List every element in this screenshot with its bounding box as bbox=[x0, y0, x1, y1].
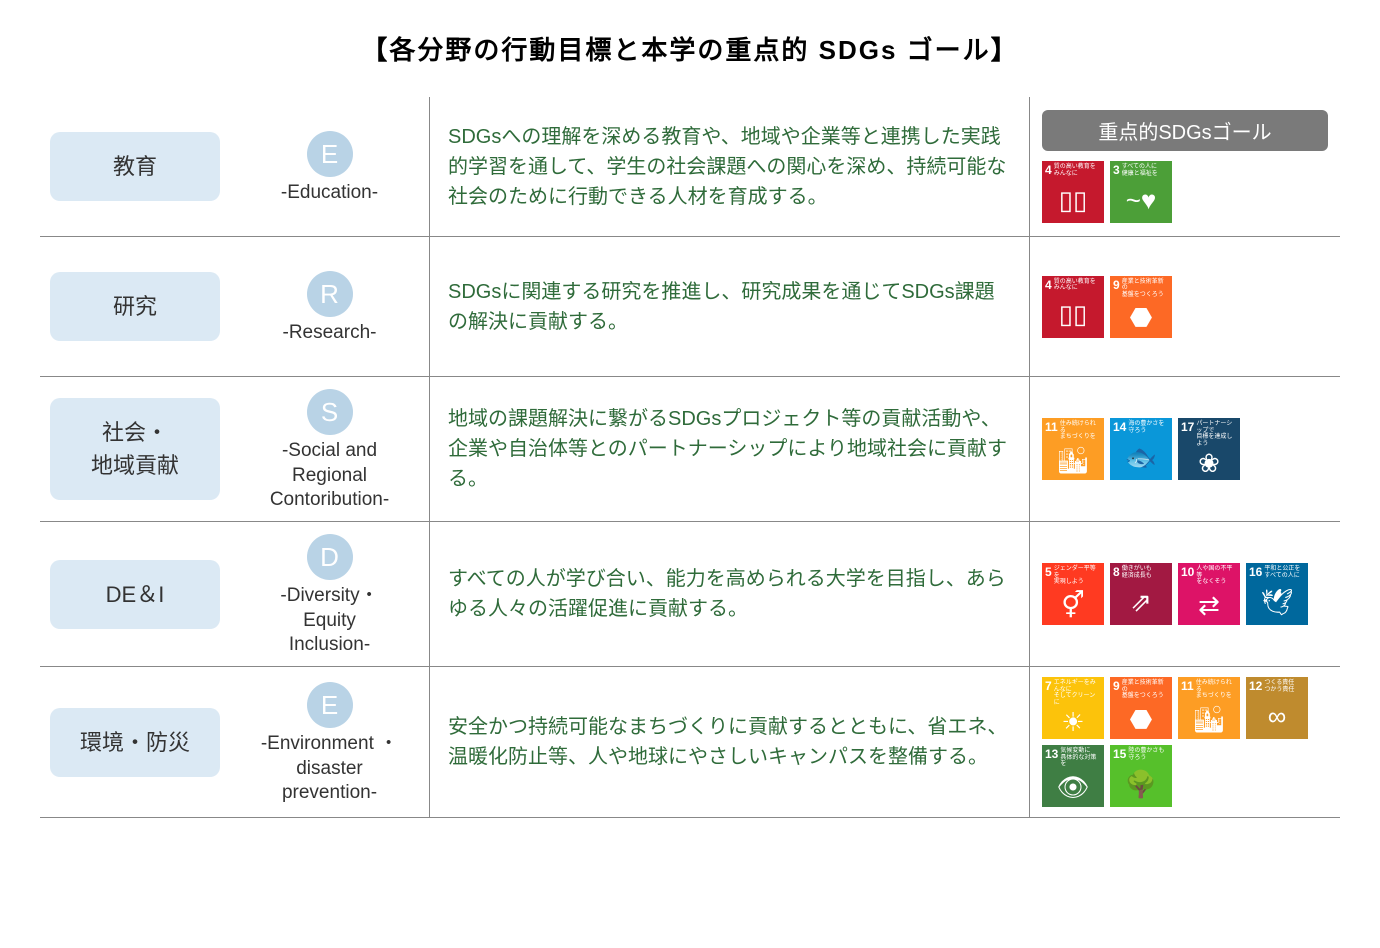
sdg-11-icon: 11住み続けられるまちづくりを 🏙 bbox=[1042, 418, 1104, 480]
description-cell: すべての人が学び合い、能力を高められる大学を目指し、あらゆる人々の活躍促進に貢献… bbox=[430, 522, 1030, 666]
sdg-5-icon: 5ジェンダー平等を実現しよう ⚥ bbox=[1042, 563, 1104, 625]
sdg-14-icon: 14海の豊かさを守ろう 🐟 bbox=[1110, 418, 1172, 480]
sdgs-icons: 11住み続けられるまちづくりを 🏙 14海の豊かさを守ろう 🐟 17パートナーシ… bbox=[1042, 418, 1328, 480]
sdgs-cell: 7エネルギーをみんなにそしてクリーンに ☀ 9産業と技術革新の基盤をつくろう ⬣… bbox=[1030, 667, 1340, 817]
letter-cell: S -Social and Regional Contoribution- bbox=[230, 377, 430, 521]
sdgs-icons: 5ジェンダー平等を実現しよう ⚥ 8働きがいも経済成長も ⇗ 10人や国の不平等… bbox=[1042, 563, 1328, 625]
sdg-12-icon: 12つくる責任つかう責任 ∞ bbox=[1246, 677, 1308, 739]
letter-circle: E bbox=[307, 131, 353, 177]
sdgs-cell: 11住み続けられるまちづくりを 🏙 14海の豊かさを守ろう 🐟 17パートナーシ… bbox=[1030, 377, 1340, 521]
fields-table: 教育 E -Education- SDGsへの理解を深める教育や、地域や企業等と… bbox=[40, 97, 1340, 818]
field-cell: 環境・防災 bbox=[40, 667, 230, 817]
letter-label: -Environment ・ disaster prevention- bbox=[261, 732, 398, 806]
field-cell: DE＆I bbox=[40, 522, 230, 666]
field-name: 社会・地域貢献 bbox=[50, 398, 220, 500]
table-row: 環境・防災 E -Environment ・ disaster preventi… bbox=[40, 667, 1340, 818]
letter-label: -Social and Regional Contoribution- bbox=[270, 439, 389, 513]
sdgs-cell: 5ジェンダー平等を実現しよう ⚥ 8働きがいも経済成長も ⇗ 10人や国の不平等… bbox=[1030, 522, 1340, 666]
letter-label: -Research- bbox=[283, 321, 377, 346]
letter-cell: E -Environment ・ disaster prevention- bbox=[230, 667, 430, 817]
field-name: DE＆I bbox=[50, 560, 220, 629]
sdg-7-icon: 7エネルギーをみんなにそしてクリーンに ☀ bbox=[1042, 677, 1104, 739]
sdg-17-icon: 17パートナーシップで目標を達成しよう ❀ bbox=[1178, 418, 1240, 480]
sdg-13-icon: 13気候変動に具体的な対策を 👁 bbox=[1042, 745, 1104, 807]
description-cell: 安全かつ持続可能なまちづくりに貢献するとともに、省エネ、温暖化防止等、人や地球に… bbox=[430, 667, 1030, 817]
letter-circle: E bbox=[307, 682, 353, 728]
sdg-11-icon: 11住み続けられるまちづくりを 🏙 bbox=[1178, 677, 1240, 739]
letter-circle: S bbox=[307, 389, 353, 435]
table-row: 社会・地域貢献 S -Social and Regional Contoribu… bbox=[40, 377, 1340, 522]
letter-label: -Education- bbox=[281, 181, 378, 206]
letter-cell: E -Education- bbox=[230, 97, 430, 236]
description-cell: SDGsへの理解を深める教育や、地域や企業等と連携した実践的学習を通して、学生の… bbox=[430, 97, 1030, 236]
page-title: 【各分野の行動目標と本学の重点的 SDGs ゴール】 bbox=[40, 30, 1340, 67]
table-row: 教育 E -Education- SDGsへの理解を深める教育や、地域や企業等と… bbox=[40, 97, 1340, 237]
letter-circle: R bbox=[307, 271, 353, 317]
field-cell: 社会・地域貢献 bbox=[40, 377, 230, 521]
field-name: 研究 bbox=[50, 272, 220, 341]
description-cell: SDGsに関連する研究を推進し、研究成果を通じてSDGs課題の解決に貢献する。 bbox=[430, 237, 1030, 376]
table-row: DE＆I D -Diversity・ Equity Inclusion- すべて… bbox=[40, 522, 1340, 667]
letter-cell: D -Diversity・ Equity Inclusion- bbox=[230, 522, 430, 666]
field-name: 環境・防災 bbox=[50, 708, 220, 777]
sdg-4-icon: 4質の高い教育をみんなに ▯▯ bbox=[1042, 276, 1104, 338]
sdgs-cell: 4質の高い教育をみんなに ▯▯ 9産業と技術革新の基盤をつくろう ⬣ bbox=[1030, 237, 1340, 376]
field-cell: 教育 bbox=[40, 97, 230, 236]
sdg-9-icon: 9産業と技術革新の基盤をつくろう ⬣ bbox=[1110, 276, 1172, 338]
field-name: 教育 bbox=[50, 132, 220, 201]
sdg-4-icon: 4質の高い教育をみんなに ▯▯ bbox=[1042, 161, 1104, 223]
sdgs-icons: 4質の高い教育をみんなに ▯▯ 9産業と技術革新の基盤をつくろう ⬣ bbox=[1042, 276, 1328, 338]
field-cell: 研究 bbox=[40, 237, 230, 376]
table-row: 研究 R -Research- SDGsに関連する研究を推進し、研究成果を通じて… bbox=[40, 237, 1340, 377]
sdg-10-icon: 10人や国の不平等をなくそう ⇄ bbox=[1178, 563, 1240, 625]
sdgs-icons: 7エネルギーをみんなにそしてクリーンに ☀ 9産業と技術革新の基盤をつくろう ⬣… bbox=[1042, 677, 1328, 807]
letter-cell: R -Research- bbox=[230, 237, 430, 376]
sdg-15-icon: 15陸の豊かさも守ろう 🌳 bbox=[1110, 745, 1172, 807]
sdgs-icons: 4質の高い教育をみんなに ▯▯ 3すべての人に健康と福祉を ~♥ bbox=[1042, 161, 1328, 223]
sdg-16-icon: 16平和と公正をすべての人に 🕊 bbox=[1246, 563, 1308, 625]
sdgs-header: 重点的SDGsゴール bbox=[1042, 110, 1328, 151]
sdg-8-icon: 8働きがいも経済成長も ⇗ bbox=[1110, 563, 1172, 625]
sdg-9-icon: 9産業と技術革新の基盤をつくろう ⬣ bbox=[1110, 677, 1172, 739]
description-cell: 地域の課題解決に繋がるSDGsプロジェクト等の貢献活動や、企業や自治体等とのパー… bbox=[430, 377, 1030, 521]
letter-circle: D bbox=[307, 534, 353, 580]
letter-label: -Diversity・ Equity Inclusion- bbox=[280, 584, 378, 658]
sdg-3-icon: 3すべての人に健康と福祉を ~♥ bbox=[1110, 161, 1172, 223]
sdgs-cell: 重点的SDGsゴール 4質の高い教育をみんなに ▯▯ 3すべての人に健康と福祉を… bbox=[1030, 97, 1340, 236]
